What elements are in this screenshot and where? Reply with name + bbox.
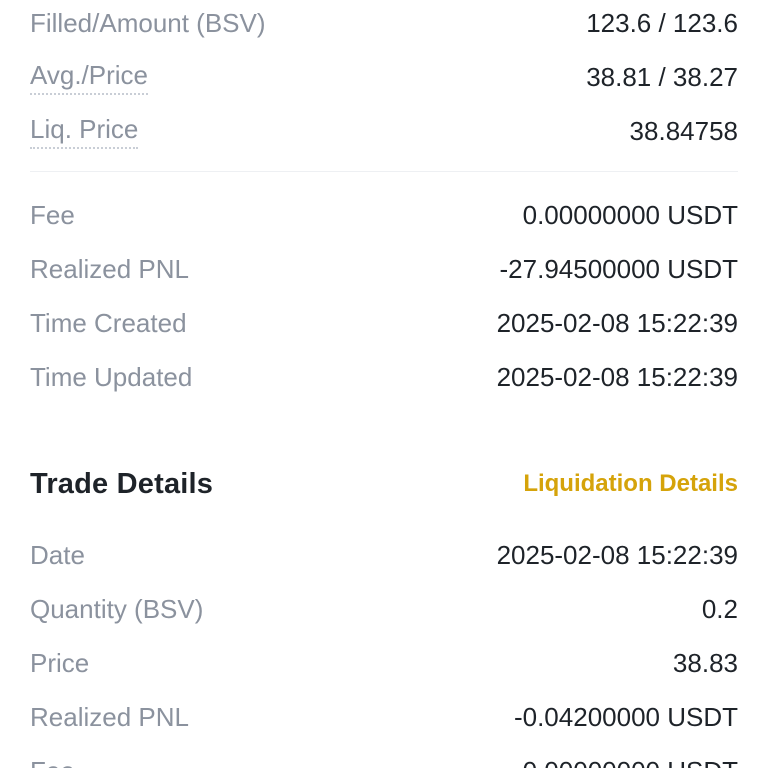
- fee-value: 0.00000000 USDT: [522, 199, 738, 230]
- trade-details-header: Trade Details Liquidation Details: [30, 454, 738, 514]
- detail-row-avg-price: Avg./Price 38.81 / 38.27: [30, 50, 738, 104]
- trade-row-quantity: Quantity (BSV) 0.2: [30, 582, 738, 636]
- trade-details-title: Trade Details: [30, 467, 214, 500]
- order-meta-section: Fee 0.00000000 USDT Realized PNL -27.945…: [30, 188, 738, 404]
- trade-row-price: Price 38.83: [30, 636, 738, 690]
- detail-row-time-created: Time Created 2025-02-08 15:22:39: [30, 296, 738, 350]
- avg-price-value: 38.81 / 38.27: [586, 61, 738, 92]
- filled-amount-label: Filled/Amount (BSV): [30, 7, 266, 38]
- detail-row-liq-price: Liq. Price 38.84758: [30, 104, 738, 158]
- detail-row-realized-pnl: Realized PNL -27.94500000 USDT: [30, 242, 738, 296]
- trade-realized-pnl-value: -0.04200000 USDT: [513, 701, 738, 732]
- time-created-value: 2025-02-08 15:22:39: [496, 307, 738, 338]
- trade-row-date: Date 2025-02-08 15:22:39: [30, 528, 738, 582]
- time-created-label: Time Created: [30, 307, 187, 338]
- detail-row-time-updated: Time Updated 2025-02-08 15:22:39: [30, 350, 738, 404]
- fee-label: Fee: [30, 199, 75, 230]
- trade-row-realized-pnl: Realized PNL -0.04200000 USDT: [30, 690, 738, 744]
- liq-price-label[interactable]: Liq. Price: [30, 114, 139, 149]
- section-divider: [30, 171, 738, 172]
- realized-pnl-value: -27.94500000 USDT: [499, 253, 738, 284]
- time-updated-label: Time Updated: [30, 361, 193, 392]
- trade-details-section: Date 2025-02-08 15:22:39 Quantity (BSV) …: [30, 528, 738, 768]
- trade-fee-label: Fee: [30, 756, 75, 768]
- trade-date-label: Date: [30, 539, 85, 570]
- trade-quantity-value: 0.2: [701, 593, 738, 624]
- time-updated-value: 2025-02-08 15:22:39: [496, 361, 738, 392]
- detail-row-fee: Fee 0.00000000 USDT: [30, 188, 738, 242]
- trade-row-fee: Fee 0.00000000 USDT: [30, 744, 738, 768]
- liq-price-value: 38.84758: [629, 115, 738, 146]
- trade-realized-pnl-label: Realized PNL: [30, 701, 189, 732]
- trade-quantity-label: Quantity (BSV): [30, 593, 204, 624]
- trade-price-label: Price: [30, 647, 90, 678]
- avg-price-label[interactable]: Avg./Price: [30, 60, 149, 95]
- filled-amount-value: 123.6 / 123.6: [586, 7, 738, 38]
- trade-price-value: 38.83: [672, 647, 738, 678]
- realized-pnl-label: Realized PNL: [30, 253, 189, 284]
- trade-fee-value: 0.00000000 USDT: [523, 756, 738, 768]
- detail-row-filled-amount: Filled/Amount (BSV) 123.6 / 123.6: [30, 0, 738, 50]
- liquidation-details-link[interactable]: Liquidation Details: [523, 470, 738, 497]
- trade-date-value: 2025-02-08 15:22:39: [496, 539, 738, 570]
- order-summary-section: Filled/Amount (BSV) 123.6 / 123.6 Avg./P…: [30, 0, 738, 158]
